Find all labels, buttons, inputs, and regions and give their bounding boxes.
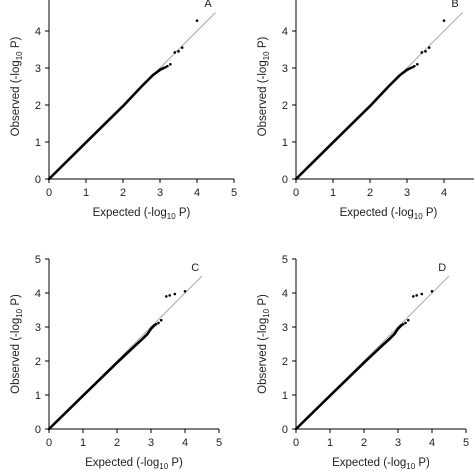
data-point	[401, 322, 405, 326]
y-tick-label: 4	[35, 26, 41, 38]
y-tick-label: 0	[35, 424, 41, 436]
observed-curve	[47, 66, 165, 181]
x-tick-label: 0	[293, 437, 299, 449]
y-tick-label: 4	[282, 288, 288, 300]
data-point	[420, 51, 424, 54]
y-tick-label: 2	[35, 356, 41, 368]
y-tick-label: 1	[35, 390, 41, 402]
x-tick-label: 3	[157, 187, 163, 199]
x-tick-label: 3	[395, 437, 401, 449]
y-tick-label: 3	[35, 322, 41, 334]
panel-letter: D	[438, 262, 446, 274]
data-point	[157, 321, 160, 325]
y-tick-label: 0	[282, 174, 288, 186]
x-axis-label: Expected (-log10 P)	[340, 207, 438, 221]
y-tick-label: 5	[35, 0, 41, 1]
x-tick-label: 4	[429, 437, 435, 449]
data-point	[430, 290, 434, 293]
data-point	[166, 64, 169, 68]
data-point	[173, 292, 177, 296]
data-point	[169, 63, 172, 66]
x-tick-label: 2	[367, 187, 373, 199]
x-tick-label: 5	[463, 437, 469, 449]
y-tick-label: 5	[35, 254, 41, 266]
observed-curve	[294, 324, 403, 431]
panel-c: 0 1 2 3 4 5 0 1 2 3 4 5 Expected (-log10 P) Observed …	[10, 254, 222, 471]
x-tick-label: 4	[441, 187, 447, 199]
data-point	[427, 46, 431, 49]
data-point	[412, 295, 415, 298]
x-tick-label: 2	[114, 437, 120, 449]
y-axis-label: Observed (-log10 P)	[10, 37, 24, 137]
data-point	[424, 50, 427, 53]
x-tick-label: 1	[330, 187, 336, 199]
y-tick-label: 5	[282, 0, 288, 1]
y-tick-label: 3	[35, 63, 41, 75]
x-axis-label: Expected (-log10 P)	[93, 207, 191, 221]
data-point	[442, 19, 446, 22]
panel-letter: B	[451, 0, 458, 10]
data-point	[420, 292, 424, 296]
y-tick-label: 2	[35, 100, 41, 112]
data-point	[165, 295, 168, 298]
y-tick-label: 2	[282, 100, 288, 112]
x-tick-label: 5	[231, 187, 237, 199]
y-tick-label: 1	[282, 137, 288, 149]
x-tick-label: 3	[148, 437, 154, 449]
data-point	[404, 321, 407, 325]
y-tick-label: 1	[35, 137, 41, 149]
y-axis-label: Observed (-log10 P)	[257, 294, 271, 394]
panel-d: 0 1 2 3 4 5 0 1 2 3 4 5 Expected (-log10 P) Observed …	[257, 254, 469, 471]
x-tick-label: 2	[361, 437, 367, 449]
x-tick-label: 0	[293, 187, 299, 199]
data-point	[159, 318, 163, 322]
data-point	[416, 63, 419, 66]
x-tick-label: 1	[83, 187, 89, 199]
y-tick-label: 2	[282, 356, 288, 368]
panel-letter: A	[204, 0, 212, 10]
data-point	[195, 19, 199, 22]
x-tick-label: 3	[404, 187, 410, 199]
panel-a: 0 1 2 3 4 5 0 1 2 3 4 5 Expected (-log10 P) Observed …	[10, 0, 237, 221]
data-point	[177, 50, 180, 53]
data-point	[183, 290, 187, 293]
panel-letter: C	[191, 262, 199, 274]
data-point	[406, 318, 410, 322]
data-point	[415, 294, 419, 297]
y-tick-label: 0	[35, 174, 41, 186]
x-tick-label: 5	[216, 437, 222, 449]
x-tick-label: 4	[182, 437, 188, 449]
x-tick-label: 1	[327, 437, 333, 449]
y-tick-label: 1	[282, 390, 288, 402]
x-tick-label: 1	[80, 437, 86, 449]
observed-curve	[294, 66, 412, 181]
x-tick-label: 0	[46, 187, 52, 199]
data-point	[173, 51, 177, 54]
data-point	[154, 322, 158, 326]
data-point	[168, 294, 171, 297]
data-point	[413, 64, 416, 68]
x-tick-label: 4	[194, 187, 200, 199]
y-tick-label: 3	[282, 322, 288, 334]
y-tick-label: 0	[282, 424, 288, 436]
y-tick-label: 4	[282, 26, 288, 38]
x-tick-label: 0	[46, 437, 52, 449]
y-tick-label: 5	[282, 254, 288, 266]
x-axis-label: Expected (-log10 P)	[332, 457, 430, 471]
data-point	[180, 46, 184, 49]
x-axis-label: Expected (-log10 P)	[85, 457, 183, 471]
y-axis-label: Observed (-log10 P)	[10, 294, 24, 394]
x-tick-label: 2	[120, 187, 126, 199]
y-tick-label: 4	[35, 288, 41, 300]
observed-curve	[47, 324, 156, 431]
y-axis-label: Observed (-log10 P)	[257, 37, 271, 137]
y-tick-label: 3	[282, 63, 288, 75]
